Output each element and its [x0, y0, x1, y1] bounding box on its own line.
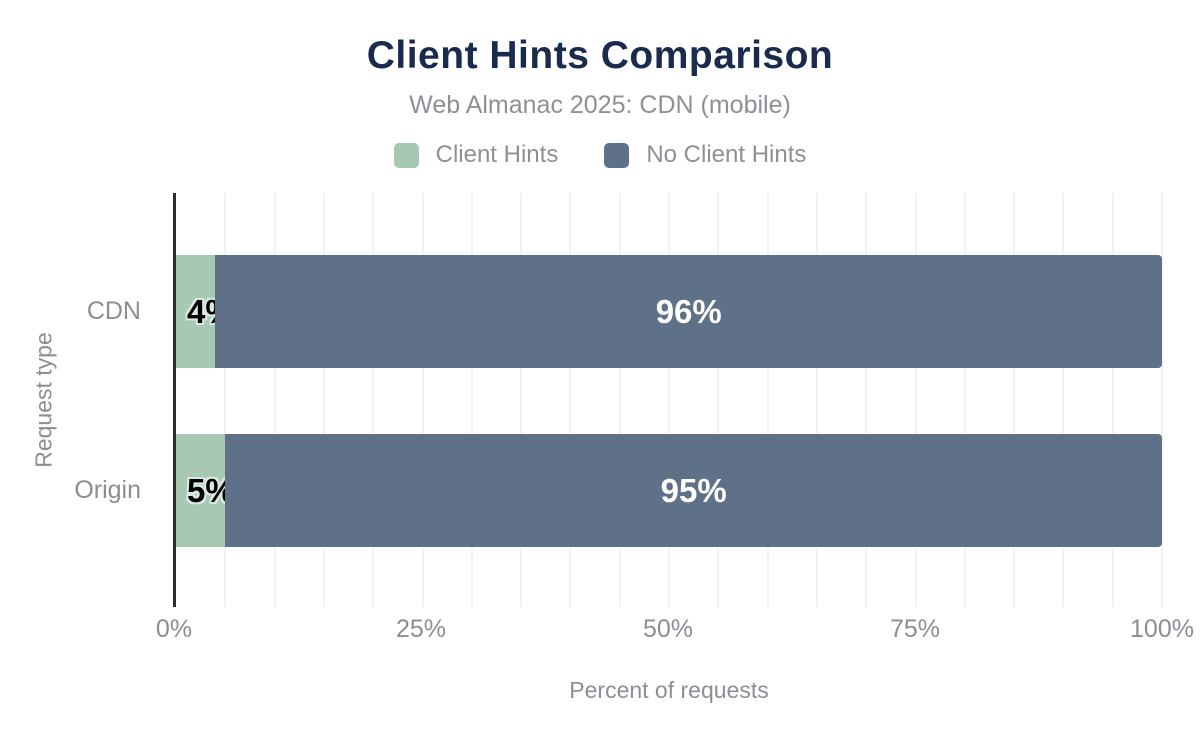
chart-subtitle: Web Almanac 2025: CDN (mobile) [409, 91, 791, 119]
gridline [815, 193, 818, 607]
bar-segment-client-hints[interactable]: 4% [176, 255, 235, 368]
legend-label: Client Hints [435, 141, 559, 168]
gridline [766, 193, 769, 607]
chart-title: Client Hints Comparison [366, 34, 834, 77]
category-label-cdn: CDN [86, 297, 141, 325]
gridline [520, 193, 523, 607]
legend-item-client-hints[interactable]: Client Hints [393, 141, 559, 169]
gridline [914, 193, 917, 607]
x-tick-label: 25% [395, 615, 447, 643]
data-label-no-client-hints: 95% [660, 471, 727, 509]
gridline [273, 193, 276, 607]
gridline [618, 193, 621, 607]
legend-label: No Client Hints [646, 141, 807, 168]
legend: Client Hints No Client Hints [0, 141, 1200, 169]
gridline [1111, 193, 1114, 607]
legend-item-no-client-hints[interactable]: No Client Hints [604, 141, 806, 169]
gridline [372, 193, 375, 607]
gridline [865, 193, 868, 607]
x-tick-label: 50% [642, 615, 694, 643]
category-label-origin: Origin [74, 476, 141, 504]
x-tick-label: 0% [155, 615, 193, 643]
gridline [421, 193, 424, 607]
legend-swatch-no-client-hints-icon [604, 142, 630, 168]
gridline [1161, 193, 1163, 607]
bar-segment-no-client-hints[interactable]: 95% [225, 434, 1162, 547]
x-axis-title: Percent of requests [569, 677, 769, 703]
gridline [717, 193, 720, 607]
gridline [963, 193, 966, 607]
gridline [1062, 193, 1065, 607]
x-tick-label: 100% [1130, 615, 1194, 643]
gridline [1013, 193, 1016, 607]
bar-origin[interactable]: 5% 95% [176, 434, 1162, 547]
gridline [668, 193, 670, 607]
bar-segment-client-hints[interactable]: 5% [176, 434, 235, 547]
bar-cdn[interactable]: 4% 96% [176, 255, 1162, 368]
y-axis-title: Request type [30, 332, 57, 468]
gridline [322, 193, 325, 607]
gridline [470, 193, 473, 607]
plot-area: 4% 96% 5% 95% [173, 193, 1163, 607]
bar-segment-no-client-hints[interactable]: 96% [215, 255, 1162, 368]
gridline [569, 193, 572, 607]
gridline [224, 193, 227, 607]
x-tick-label: 75% [889, 615, 941, 643]
data-label-no-client-hints: 96% [655, 292, 722, 330]
legend-swatch-client-hints-icon [393, 142, 419, 168]
